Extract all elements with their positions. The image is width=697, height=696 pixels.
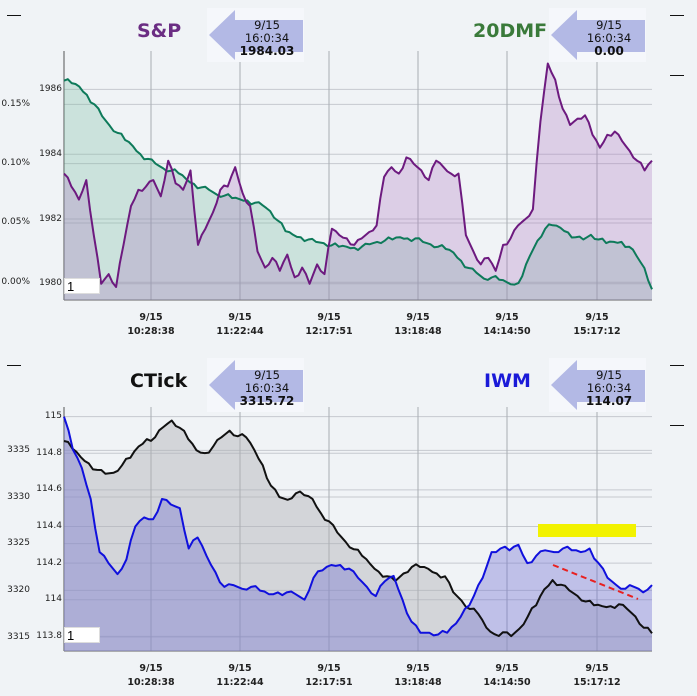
y-tick-iwm: 114.8	[36, 448, 62, 458]
y-tick-iwm: 114.4	[36, 521, 62, 531]
plot-area	[64, 57, 652, 300]
left-arrow-icon	[549, 358, 646, 412]
dmf-callout-value: 0.00	[594, 44, 624, 58]
x-tick-date: 9/15	[139, 663, 163, 674]
y-tick-price: 1982	[39, 214, 62, 224]
x-tick-label: 9/15 14:14:50	[472, 662, 542, 690]
x-tick-label: 9/15 10:28:38	[116, 311, 186, 339]
y-tick-iwm: 113.8	[36, 631, 62, 641]
ctick-line	[63, 419, 653, 638]
sp-area	[64, 63, 652, 300]
x-tick-time: 12:17:51	[305, 677, 353, 688]
iwm-callout-value: 114.07	[585, 394, 633, 408]
x-tick-date: 9/15	[585, 663, 609, 674]
ctick-callout-time: 9/15 16:0:34	[244, 368, 290, 395]
iwm-callout: 9/15 16:0:34 114.07	[549, 358, 646, 412]
y-tick-iwm: 114.6	[36, 484, 62, 494]
x-tick-date: 9/15	[585, 312, 609, 323]
y-tick-price: 1980	[39, 278, 62, 288]
sp-callout-value: 1984.03	[239, 44, 295, 58]
iwm-title: IWM	[484, 370, 531, 392]
x-tick-label: 9/15 15:17:12	[562, 311, 632, 339]
y-tick-price: 1986	[39, 84, 62, 94]
sp-line	[63, 62, 653, 288]
top-zoom-input[interactable]: 1	[64, 278, 100, 294]
divergence-trendline	[552, 564, 639, 600]
x-tick-label: 9/15 11:22:44	[205, 311, 275, 339]
x-tick-date: 9/15	[317, 312, 341, 323]
x-tick-date: 9/15	[228, 663, 252, 674]
y-tick-iwm: 115	[44, 411, 62, 421]
sp-title: S&P	[137, 20, 182, 42]
double-top-highlight	[538, 524, 636, 537]
x-tick-date: 9/15	[495, 663, 519, 674]
y-tick-ctick: 3335	[7, 445, 30, 455]
ctick-area	[64, 420, 652, 651]
x-tick-date: 9/15	[406, 663, 430, 674]
x-tick-label: 9/15 13:18:48	[383, 662, 453, 690]
x-tick-time: 15:17:12	[573, 677, 621, 688]
y-tick-pct: 0.05%	[1, 217, 30, 227]
x-tick-date: 9/15	[317, 663, 341, 674]
x-tick-date: 9/15	[139, 312, 163, 323]
bottom-zoom-input[interactable]: 1	[64, 627, 100, 643]
sp-20dmf-chart	[63, 51, 653, 301]
top-left-marker	[7, 15, 21, 16]
y-tick-pct: 0.10%	[1, 158, 30, 168]
x-tick-time: 14:14:50	[483, 326, 531, 337]
x-tick-label: 9/15 13:18:48	[383, 311, 453, 339]
y-tick-iwm: 114.2	[36, 558, 62, 568]
x-tick-time: 13:18:48	[394, 677, 442, 688]
left-arrow-icon	[207, 358, 304, 412]
y-tick-ctick: 3315	[7, 632, 30, 642]
y-tick-iwm: 114	[44, 594, 62, 604]
dmf-line	[63, 78, 653, 290]
x-tick-date: 9/15	[228, 312, 252, 323]
ctick-callout: 9/15 16:0:34 3315.72	[207, 358, 304, 412]
y-tick-ctick: 3320	[7, 585, 30, 595]
bottom-right-marker-1	[670, 365, 684, 366]
x-tick-date: 9/15	[495, 312, 519, 323]
dmf-area	[64, 79, 652, 300]
x-tick-time: 11:22:44	[216, 677, 264, 688]
x-tick-label: 9/15 12:17:51	[294, 311, 364, 339]
x-tick-label: 9/15 14:14:50	[472, 311, 542, 339]
y-tick-pct: 0.00%	[1, 277, 30, 287]
dmf-callout: 9/15 16:0:34 0.00	[549, 8, 646, 62]
y-tick-pct: 0.15%	[1, 99, 30, 109]
top-right-marker-2	[670, 75, 684, 76]
x-tick-time: 14:14:50	[483, 677, 531, 688]
bottom-right-marker-2	[670, 425, 684, 426]
top-chart-panel: S&P 20DMF 9/15 16:0:34 1984.03 9/15 16:0:…	[0, 0, 697, 340]
dmf-callout-time: 9/15 16:0:34	[586, 18, 632, 45]
y-tick-ctick: 3330	[7, 492, 30, 502]
ctick-title: CTick	[130, 370, 188, 392]
sp-callout: 9/15 16:0:34 1984.03	[207, 8, 304, 62]
x-tick-label: 9/15 12:17:51	[294, 662, 364, 690]
sp-callout-time: 9/15 16:0:34	[244, 18, 290, 45]
x-tick-time: 11:22:44	[216, 326, 264, 337]
iwm-area	[64, 416, 652, 651]
y-tick-price: 1984	[39, 149, 62, 159]
left-arrow-icon	[549, 8, 646, 62]
x-tick-time: 10:28:38	[127, 326, 175, 337]
x-tick-label: 9/15 15:17:12	[562, 662, 632, 690]
top-right-marker-1	[670, 15, 684, 16]
ctick-callout-value: 3315.72	[239, 394, 295, 408]
x-tick-label: 9/15 11:22:44	[205, 662, 275, 690]
iwm-callout-time: 9/15 16:0:34	[586, 368, 632, 395]
x-tick-time: 15:17:12	[573, 326, 621, 337]
left-arrow-icon	[207, 8, 304, 62]
iwm-line	[63, 416, 653, 637]
y-tick-ctick: 3325	[7, 538, 30, 548]
x-tick-label: 9/15 10:28:38	[116, 662, 186, 690]
x-tick-time: 13:18:48	[394, 326, 442, 337]
bottom-left-marker	[7, 365, 21, 366]
dmf-title: 20DMF	[473, 20, 548, 42]
x-tick-time: 10:28:38	[127, 677, 175, 688]
x-tick-date: 9/15	[406, 312, 430, 323]
x-tick-time: 12:17:51	[305, 326, 353, 337]
